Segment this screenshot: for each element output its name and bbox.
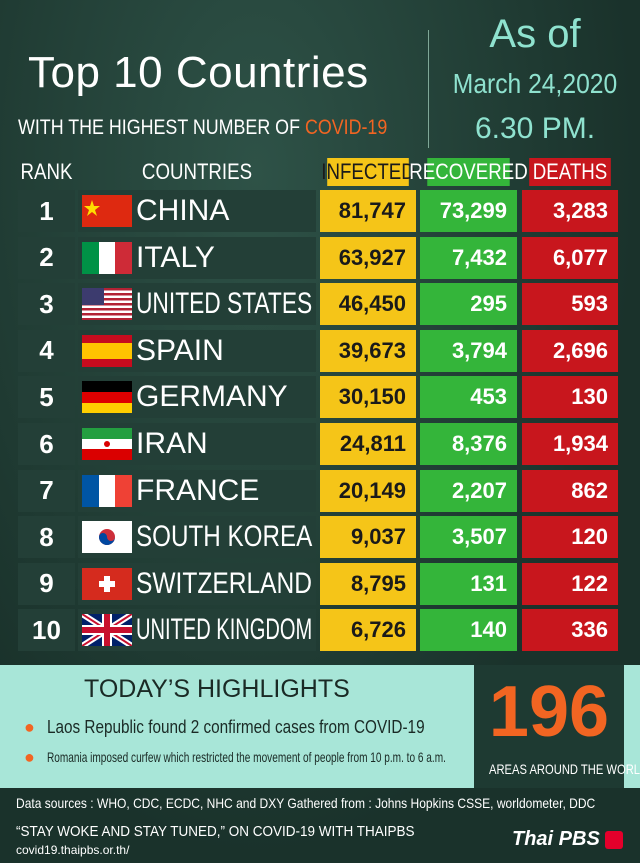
country-cell: UNITED STATES [78, 283, 316, 326]
value-cell: 6,077 [522, 236, 618, 279]
count-label: AREAS AROUND THE WORLD [489, 761, 640, 777]
flag [82, 474, 132, 507]
slogan: “STAY WOKE AND STAY TUNED,” ON COVID-19 … [16, 823, 415, 840]
highlight-item: ● Romania imposed curfew which restricted… [24, 746, 446, 767]
flag [82, 614, 132, 647]
value-cell: 63,927 [320, 236, 416, 279]
highlight-text: Laos Republic found 2 confirmed cases fr… [46, 716, 425, 737]
country-cell: SPAIN [78, 329, 316, 372]
value-cell: 8,376 [420, 423, 517, 465]
value-cell: 39,673 [320, 329, 416, 372]
flag [82, 428, 132, 460]
column-header: RECOVERED [409, 158, 528, 186]
rank-cell: 8 [18, 516, 75, 559]
flag [82, 521, 132, 554]
value-cell: 295 [420, 283, 517, 326]
rank-cell: 1 [18, 190, 75, 232]
country-name: IRAN [136, 427, 208, 460]
time: 6.30 PM. [474, 112, 596, 145]
url: covid19.thaipbs.or.th/ [16, 843, 130, 857]
as-of: As of [489, 12, 581, 56]
rank-cell: 7 [18, 469, 75, 512]
country-name: FRANCE [136, 473, 260, 507]
highlights-title: TODAY’S HIGHLIGHTS [84, 675, 350, 703]
value-cell: 336 [522, 609, 618, 652]
flag [82, 288, 132, 321]
count: 196 [488, 672, 610, 752]
brand: Thai PBS [512, 828, 624, 851]
value-cell: 2,696 [522, 329, 618, 372]
country-cell: CHINA [78, 190, 316, 232]
flag [82, 334, 132, 367]
value-cell: 3,283 [522, 190, 618, 232]
subtitle: WITH THE HIGHEST NUMBER OF COVID-19 [18, 116, 387, 140]
country-name: UNITED KINGDOM [136, 613, 313, 647]
subtitle-highlight: COVID-19 [304, 116, 388, 139]
country-cell: ITALY [78, 236, 316, 279]
value-cell: 81,747 [320, 190, 416, 232]
country-name: GERMANY [136, 380, 288, 414]
column-header: INFECTED [321, 158, 415, 186]
rank-cell: 6 [18, 423, 75, 465]
rank-cell: 10 [18, 609, 75, 652]
subtitle-text: WITH THE HIGHEST NUMBER OF [18, 116, 300, 139]
country-cell: FRANCE [78, 469, 316, 512]
flag [82, 241, 132, 274]
value-cell: 46,450 [320, 283, 416, 326]
country-name: CHINA [136, 194, 230, 227]
value-cell: 30,150 [320, 376, 416, 419]
value-cell: 73,299 [420, 190, 517, 232]
country-name: SWITZERLAND [136, 566, 313, 600]
country-cell: SOUTH KOREA [78, 516, 316, 559]
value-cell: 1,934 [522, 423, 618, 465]
value-cell: 122 [522, 562, 618, 605]
country-cell: UNITED KINGDOM [78, 609, 316, 652]
highlights-list: ● Laos Republic found 2 confirmed cases f… [24, 715, 464, 769]
value-cell: 20,149 [320, 469, 416, 512]
rank-cell: 9 [18, 562, 75, 605]
value-cell: 6,726 [320, 609, 416, 652]
flag [82, 381, 132, 414]
value-cell: 24,811 [320, 423, 416, 465]
country-name: SOUTH KOREA [136, 520, 313, 554]
value-cell: 140 [420, 609, 517, 652]
country-name: ITALY [136, 240, 215, 274]
column-header: RANK [20, 159, 73, 184]
divider [428, 30, 429, 148]
value-cell: 3,794 [420, 329, 517, 372]
value-cell: 120 [522, 516, 618, 559]
highlight-item: ● Laos Republic found 2 confirmed cases f… [24, 716, 425, 737]
date: March 24,2020 [452, 68, 618, 99]
rank-cell: 3 [18, 283, 75, 326]
column-header: COUNTRIES [141, 159, 253, 184]
value-cell: 593 [522, 283, 618, 326]
count-box: 196 AREAS AROUND THE WORLD [474, 665, 640, 788]
rank-cell: 2 [18, 236, 75, 279]
highlight-text: Romania imposed curfew which restricted … [46, 749, 446, 765]
country-cell: GERMANY [78, 376, 316, 419]
value-cell: 3,507 [420, 516, 517, 559]
flag [82, 567, 132, 600]
value-cell: 2,207 [420, 469, 517, 512]
title: Top 10 Countries [28, 48, 369, 97]
value-cell: 131 [420, 562, 517, 605]
highlights: TODAY’S HIGHLIGHTS ● Laos Republic found … [0, 665, 640, 788]
column-header: DEATHS [529, 158, 611, 186]
flag [82, 195, 132, 227]
value-cell: 9,037 [320, 516, 416, 559]
brand-text: Thai PBS [512, 828, 600, 850]
country-cell: SWITZERLAND [78, 562, 316, 605]
value-cell: 8,795 [320, 562, 416, 605]
value-cell: 862 [522, 469, 618, 512]
value-cell: 453 [420, 376, 517, 419]
country-name: SPAIN [136, 333, 224, 367]
country-cell: IRAN [78, 423, 316, 465]
sources: Data sources : WHO, CDC, ECDC, NHC and D… [16, 795, 596, 811]
value-cell: 7,432 [420, 236, 517, 279]
value-cell: 130 [522, 376, 618, 419]
rank-cell: 5 [18, 376, 75, 419]
country-name: UNITED STATES [136, 287, 313, 321]
rank-cell: 4 [18, 329, 75, 372]
